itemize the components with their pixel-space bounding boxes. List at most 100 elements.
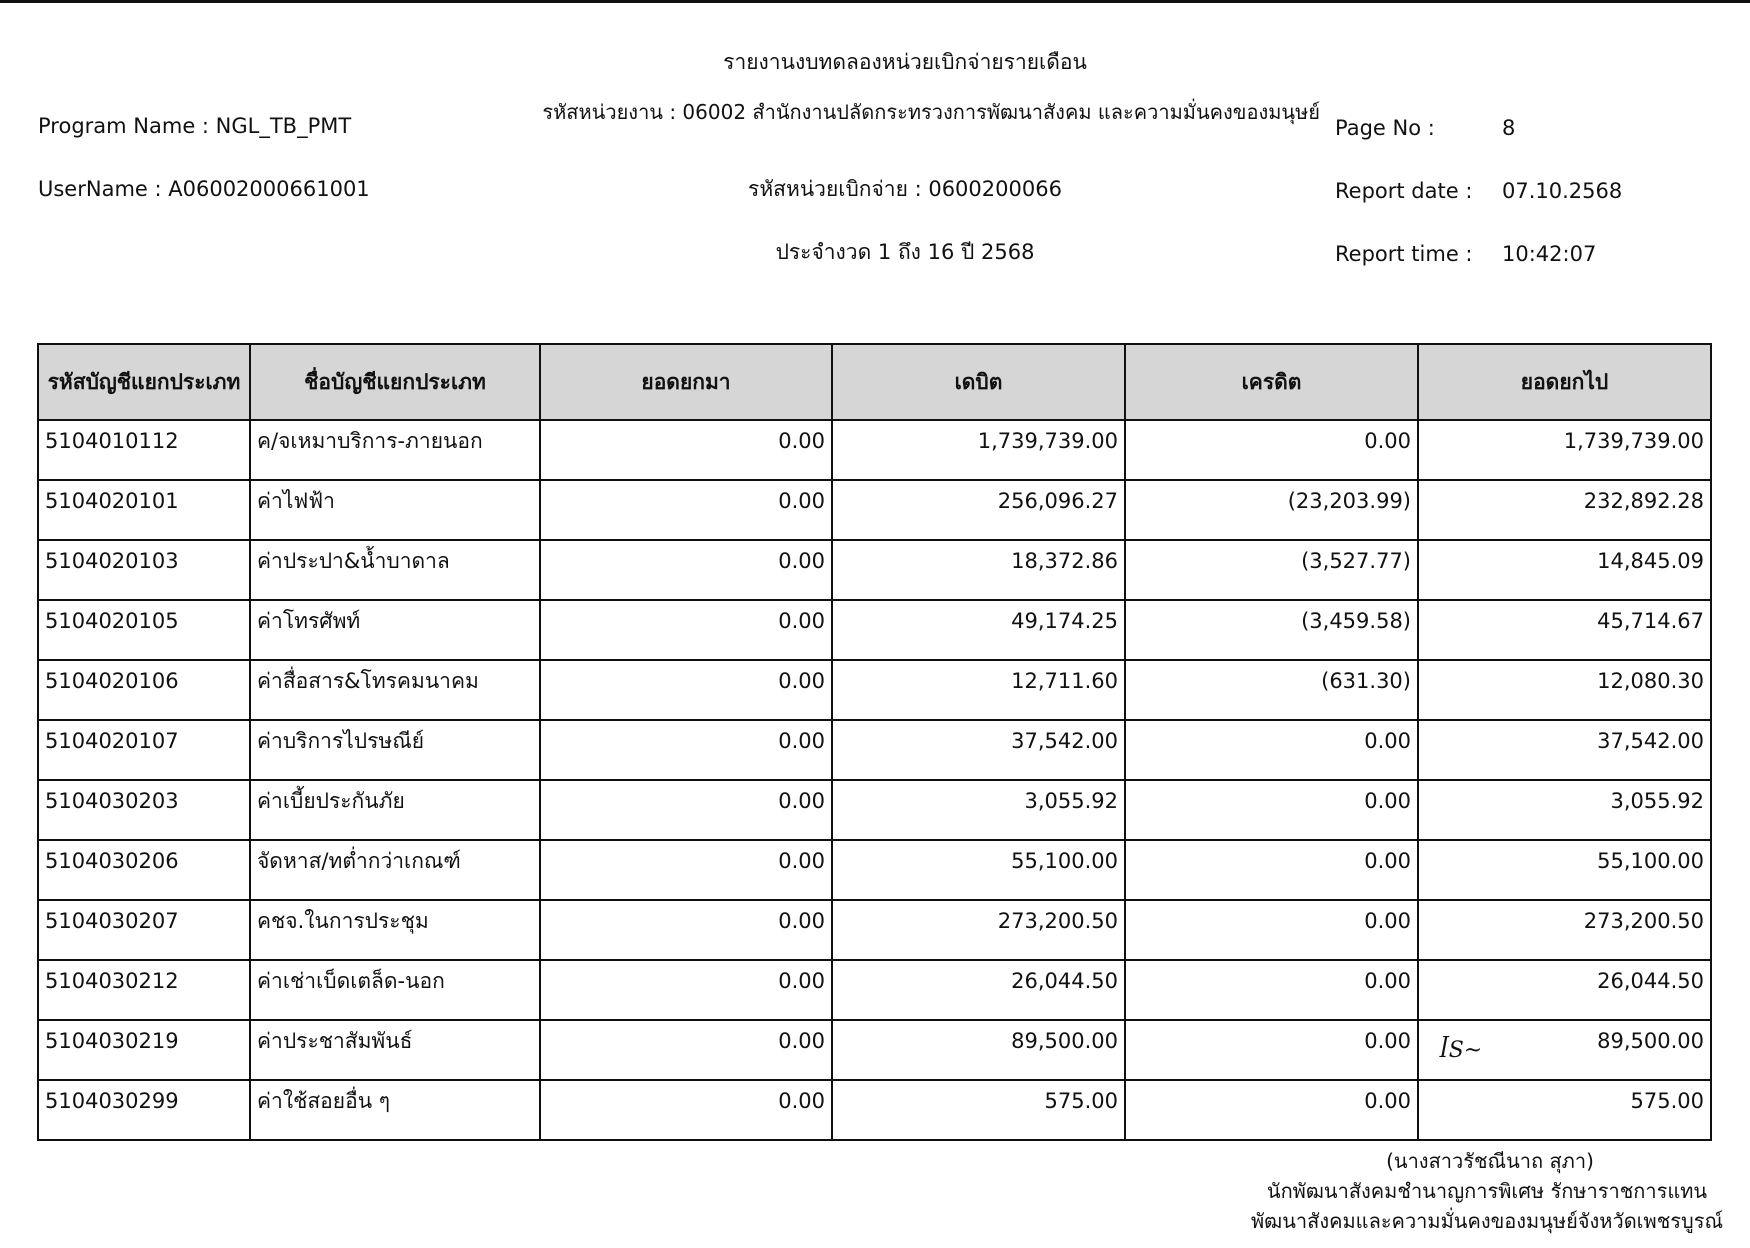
cell-account-code: 5104030207 [37,899,251,961]
username: UserName : A06002000661001 [38,177,370,201]
cell-credit: 0.00 [1124,779,1419,841]
agency: รหัสหน่วยงาน : 06002 สำนักงานปลัดกระทรวง… [542,100,1320,124]
cell-account-name: ค่าประชาสัมพันธ์ [249,1019,541,1081]
cell-account-code: 5104020101 [37,479,251,541]
report-date-label: Report date : [1335,179,1473,203]
cell-opening-balance: 0.00 [539,419,833,481]
page-no-label: Page No : [1335,116,1435,140]
col-debit: เดบิต [831,343,1126,421]
cell-account-code: 5104020105 [37,599,251,661]
program-name: Program Name : NGL_TB_PMT [38,114,352,138]
report-time: 10:42:07 [1502,242,1597,266]
cell-opening-balance: 0.00 [539,599,833,661]
col-closing: ยอดยกไป [1417,343,1712,421]
signature-mark: ꟾS~ [1440,1038,1483,1063]
table-row: 5104020105 ค่าโทรศัพท์ 0.00 49,174.25 (3,459… [37,599,1712,661]
cell-closing-balance: 273,200.50 [1417,899,1712,961]
table-header: รหัสบัญชีแยกประเภท ชื่อบัญชีแยกประเภท ยอ… [37,343,1712,421]
table-row: 5104020103 ค่าประปา&น้ำบาดาล 0.00 18,372.86… [37,539,1712,601]
cell-account-name: ค่าใช้สอยอื่น ๆ [249,1079,541,1141]
cell-debit: 3,055.92 [831,779,1126,841]
cell-closing-balance: 45,714.67 [1417,599,1712,661]
cell-account-name: ค่าสื่อสาร&โทรคมนาคม [249,659,541,721]
cell-credit: 0.00 [1124,899,1419,961]
cell-debit: 26,044.50 [831,959,1126,1021]
cell-account-code: 5104030219 [37,1019,251,1081]
cell-debit: 256,096.27 [831,479,1126,541]
top-border [0,0,1750,3]
cell-account-name: ค่าประปา&น้ำบาดาล [249,539,541,601]
table-row: 5104020107 ค่าบริการไปรษณีย์ 0.00 37,542.00… [37,719,1712,781]
cell-credit: 0.00 [1124,839,1419,901]
cell-debit: 37,542.00 [831,719,1126,781]
table-row: 5104030206 จัดหาส/ทต่ำกว่าเกณฑ์ 0.00 55,100… [37,839,1712,901]
cell-closing-balance: 37,542.00 [1417,719,1712,781]
cell-opening-balance: 0.00 [539,1079,833,1141]
col-credit: เครดิต [1124,343,1419,421]
disbursing-unit: รหัสหน่วยเบิกจ่าย : 0600200066 [748,177,1062,201]
cell-account-name: ค่าเบี้ยประกันภัย [249,779,541,841]
cell-account-code: 5104010112 [37,419,251,481]
cell-account-name: ค่าไฟฟ้า [249,479,541,541]
table-row: 5104030212 ค่าเช่าเบ็ดเตล็ด-นอก 0.00 26,044… [37,959,1712,1021]
page-no: 8 [1502,116,1516,140]
cell-debit: 49,174.25 [831,599,1126,661]
cell-account-name: คชจ.ในการประชุม [249,899,541,961]
report-title: รายงานงบทดลองหน่วยเบิกจ่ายรายเดือน [723,50,1087,74]
cell-credit: 0.00 [1124,1019,1419,1081]
cell-credit: (3,459.58) [1124,599,1419,661]
signer-name: (นางสาวรัชณีนาถ สุภา) [1386,1149,1594,1173]
cell-closing-balance: 26,044.50 [1417,959,1712,1021]
cell-account-code: 5104020106 [37,659,251,721]
table-row: 5104030219 ค่าประชาสัมพันธ์ 0.00 89,500.00 0… [37,1019,1712,1081]
cell-opening-balance: 0.00 [539,539,833,601]
cell-credit: (3,527.77) [1124,539,1419,601]
cell-debit: 12,711.60 [831,659,1126,721]
cell-account-code: 5104030299 [37,1079,251,1141]
cell-debit: 575.00 [831,1079,1126,1141]
signer-position-2: พัฒนาสังคมและความมั่นคงของมนุษย์จังหวัดเ… [1250,1209,1724,1233]
period: ประจำงวด 1 ถึง 16 ปี 2568 [775,240,1035,264]
cell-account-name: ค่าโทรศัพท์ [249,599,541,661]
cell-debit: 18,372.86 [831,539,1126,601]
col-account-name: ชื่อบัญชีแยกประเภท [249,343,541,421]
table-row: 5104020106 ค่าสื่อสาร&โทรคมนาคม 0.00 12,711… [37,659,1712,721]
report-date: 07.10.2568 [1502,179,1623,203]
cell-opening-balance: 0.00 [539,959,833,1021]
cell-opening-balance: 0.00 [539,719,833,781]
cell-credit: (631.30) [1124,659,1419,721]
cell-account-name: จัดหาส/ทต่ำกว่าเกณฑ์ [249,839,541,901]
cell-account-code: 5104020103 [37,539,251,601]
cell-opening-balance: 0.00 [539,479,833,541]
cell-closing-balance: 1,739,739.00 [1417,419,1712,481]
table-row: 5104030203 ค่าเบี้ยประกันภัย 0.00 3,055.92 0… [37,779,1712,841]
cell-closing-balance: 232,892.28 [1417,479,1712,541]
col-account-code: รหัสบัญชีแยกประเภท [37,343,251,421]
cell-account-name: ค/จเหมาบริการ-ภายนอก [249,419,541,481]
cell-credit: 0.00 [1124,419,1419,481]
cell-account-code: 5104030203 [37,779,251,841]
cell-credit: 0.00 [1124,1079,1419,1141]
cell-account-code: 5104020107 [37,719,251,781]
cell-closing-balance: 12,080.30 [1417,659,1712,721]
cell-opening-balance: 0.00 [539,779,833,841]
trial-balance-table: รหัสบัญชีแยกประเภท ชื่อบัญชีแยกประเภท ยอ… [37,343,1712,1141]
cell-debit: 89,500.00 [831,1019,1126,1081]
report-time-label: Report time : [1335,242,1473,266]
cell-account-code: 5104030206 [37,839,251,901]
cell-opening-balance: 0.00 [539,1019,833,1081]
col-opening: ยอดยกมา [539,343,833,421]
cell-closing-balance: 89,500.00 [1417,1019,1712,1081]
cell-closing-balance: 3,055.92 [1417,779,1712,841]
cell-closing-balance: 14,845.09 [1417,539,1712,601]
cell-debit: 1,739,739.00 [831,419,1126,481]
cell-opening-balance: 0.00 [539,659,833,721]
cell-account-code: 5104030212 [37,959,251,1021]
cell-account-name: ค่าบริการไปรษณีย์ [249,719,541,781]
table-row: 5104010112 ค/จเหมาบริการ-ภายนอก 0.00 1,739,… [37,419,1712,481]
table-row: 5104030207 คชจ.ในการประชุม 0.00 273,200.50 0… [37,899,1712,961]
cell-credit: (23,203.99) [1124,479,1419,541]
cell-credit: 0.00 [1124,719,1419,781]
cell-credit: 0.00 [1124,959,1419,1021]
